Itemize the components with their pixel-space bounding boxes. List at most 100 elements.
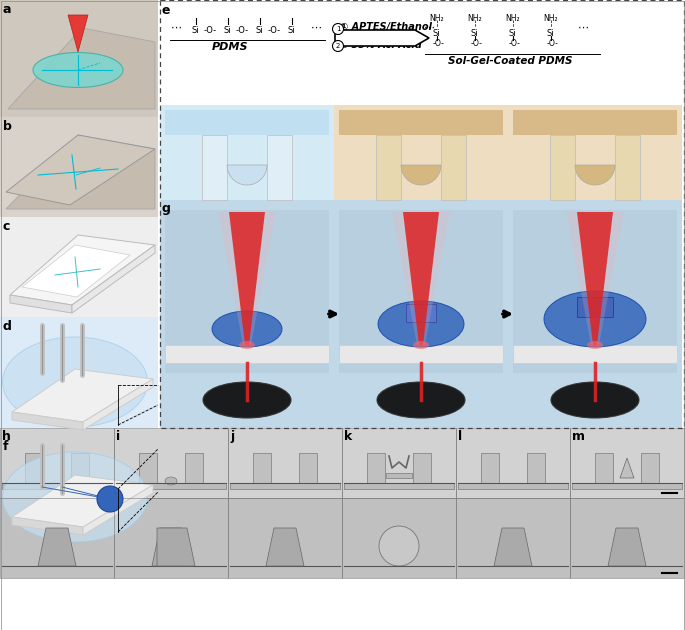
Ellipse shape	[378, 301, 464, 347]
Polygon shape	[494, 528, 532, 566]
Bar	[25, 453, 43, 483]
Polygon shape	[566, 212, 624, 345]
Polygon shape	[12, 517, 83, 535]
Bar	[344, 483, 454, 489]
Polygon shape	[83, 485, 153, 535]
Text: -O-: -O-	[433, 39, 445, 48]
Text: $\cdots$: $\cdots$	[423, 22, 435, 32]
Bar	[253, 453, 271, 483]
Polygon shape	[619, 538, 635, 558]
Text: -O-: -O-	[268, 26, 281, 35]
Text: ① APTES/Ethanol: ① APTES/Ethanol	[340, 22, 432, 32]
Bar	[456, 498, 570, 578]
Text: 2: 2	[336, 43, 340, 49]
Polygon shape	[266, 528, 304, 566]
Bar	[456, 428, 570, 498]
Polygon shape	[575, 165, 615, 185]
Polygon shape	[152, 528, 190, 566]
Polygon shape	[12, 369, 153, 422]
Text: $\cdots$: $\cdots$	[310, 22, 322, 32]
Bar	[481, 453, 499, 483]
Bar	[0, 217, 158, 317]
Bar	[595, 453, 613, 483]
Text: -O-: -O-	[547, 39, 559, 48]
Polygon shape	[403, 212, 439, 345]
Polygon shape	[577, 212, 613, 345]
Bar	[334, 200, 508, 428]
Bar	[160, 0, 684, 428]
Text: NH₂: NH₂	[506, 14, 521, 23]
Text: k: k	[344, 430, 352, 443]
Bar	[185, 453, 203, 483]
Ellipse shape	[377, 382, 465, 418]
Text: $\cdots$: $\cdots$	[170, 22, 182, 32]
Text: Si: Si	[192, 26, 199, 35]
Ellipse shape	[3, 452, 147, 542]
Text: d: d	[3, 320, 12, 333]
Ellipse shape	[587, 341, 603, 349]
Polygon shape	[376, 135, 401, 200]
Ellipse shape	[33, 52, 123, 88]
Text: g: g	[162, 202, 171, 215]
Polygon shape	[267, 135, 292, 200]
Polygon shape	[513, 345, 677, 363]
Polygon shape	[8, 28, 155, 109]
Polygon shape	[339, 210, 503, 373]
Text: b: b	[3, 120, 12, 133]
Ellipse shape	[3, 337, 147, 427]
Bar	[299, 453, 317, 483]
Text: Si: Si	[547, 29, 555, 38]
Bar	[641, 453, 659, 483]
Polygon shape	[227, 165, 267, 185]
Bar	[508, 200, 682, 428]
Polygon shape	[165, 345, 329, 363]
Bar	[2, 483, 112, 489]
Circle shape	[332, 23, 343, 35]
Circle shape	[379, 526, 419, 566]
Text: c: c	[3, 220, 10, 233]
Bar	[508, 105, 682, 200]
Text: Si: Si	[433, 29, 440, 38]
Polygon shape	[550, 135, 575, 200]
Bar	[570, 498, 684, 578]
Text: m: m	[572, 430, 585, 443]
Text: PDMS: PDMS	[212, 42, 248, 52]
Bar	[406, 304, 436, 322]
Ellipse shape	[165, 477, 177, 485]
Ellipse shape	[203, 382, 291, 418]
FancyArrow shape	[335, 30, 429, 46]
Polygon shape	[441, 135, 466, 200]
Text: -O-: -O-	[509, 39, 521, 48]
Circle shape	[332, 40, 343, 52]
Polygon shape	[22, 245, 130, 297]
Bar	[0, 0, 158, 117]
Bar	[572, 483, 682, 489]
Bar	[139, 453, 157, 483]
Bar	[160, 105, 334, 200]
Text: Si: Si	[256, 26, 264, 35]
Polygon shape	[10, 295, 72, 313]
Polygon shape	[165, 110, 329, 135]
Text: NH₂: NH₂	[544, 14, 558, 23]
Bar	[413, 453, 431, 483]
Text: -O-: -O-	[236, 26, 249, 35]
Text: -O-: -O-	[204, 26, 217, 35]
Bar	[114, 498, 228, 578]
Polygon shape	[202, 135, 227, 200]
Polygon shape	[12, 475, 153, 527]
Text: h: h	[2, 430, 11, 443]
Bar	[570, 428, 684, 498]
Bar	[116, 483, 226, 489]
Bar	[228, 428, 342, 498]
Text: ② 33% Ac. Acid: ② 33% Ac. Acid	[340, 40, 422, 50]
Bar	[0, 317, 158, 437]
Polygon shape	[339, 110, 503, 135]
Text: e: e	[162, 4, 171, 17]
Text: 1: 1	[336, 26, 340, 32]
Polygon shape	[83, 379, 153, 430]
Text: NH₂: NH₂	[468, 14, 482, 23]
Polygon shape	[10, 235, 155, 305]
Circle shape	[97, 486, 123, 512]
Bar	[342, 428, 456, 498]
Text: $\cdots$: $\cdots$	[577, 22, 589, 32]
